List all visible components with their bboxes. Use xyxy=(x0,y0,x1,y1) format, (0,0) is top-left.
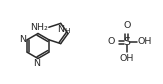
Text: H: H xyxy=(64,28,70,34)
Text: N: N xyxy=(34,59,40,68)
Text: S: S xyxy=(124,37,131,47)
Text: O: O xyxy=(123,21,131,30)
Text: N: N xyxy=(57,25,64,34)
Text: O: O xyxy=(108,37,115,47)
Text: OH: OH xyxy=(138,37,152,47)
Text: NH₂: NH₂ xyxy=(30,23,48,32)
Text: N: N xyxy=(19,35,26,44)
Text: OH: OH xyxy=(120,54,134,63)
